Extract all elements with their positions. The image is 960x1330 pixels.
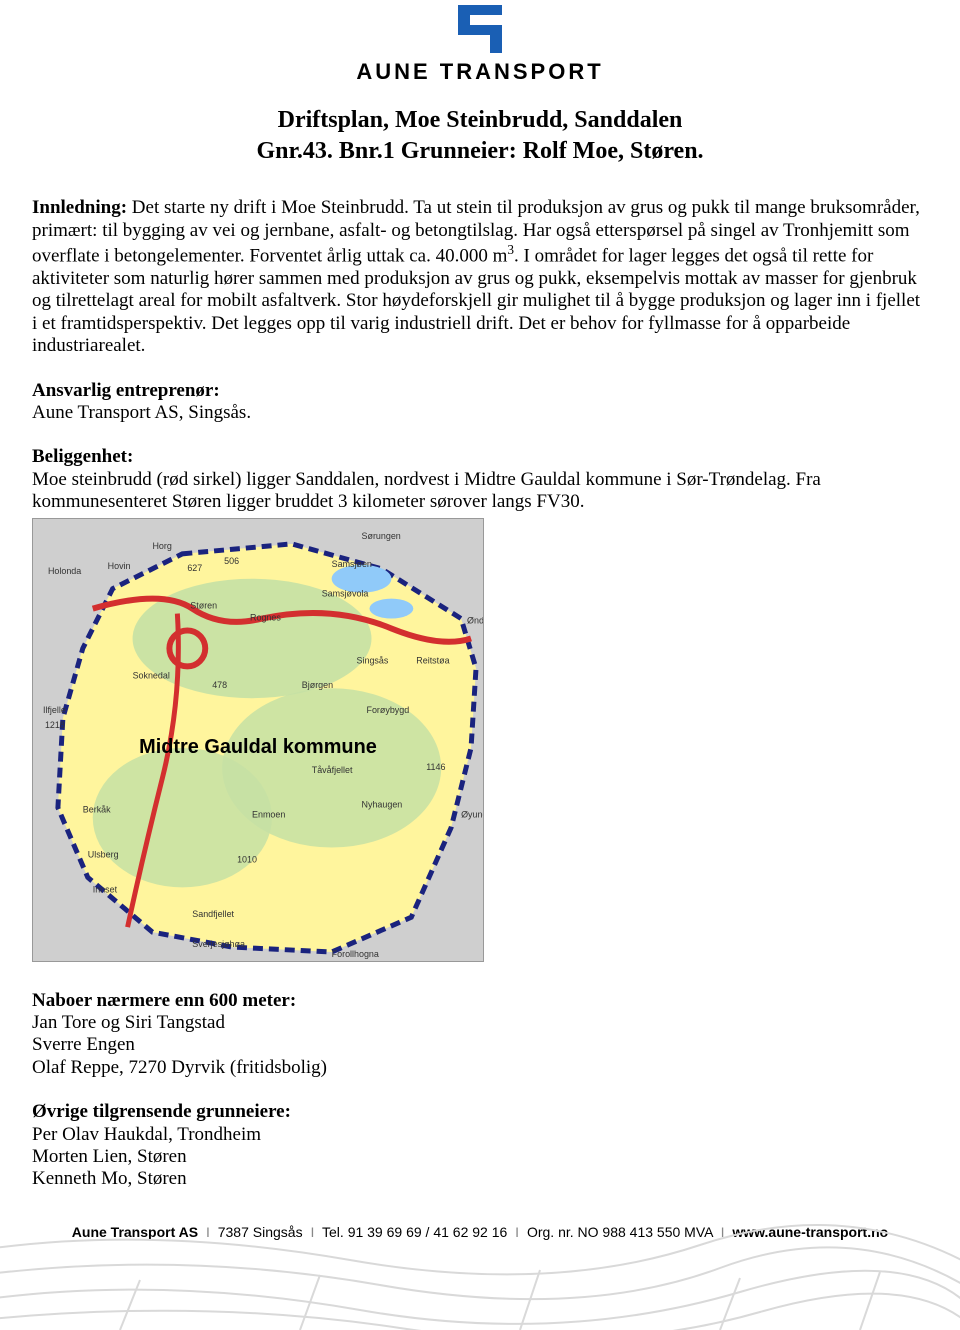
svg-text:Holonda: Holonda	[48, 565, 81, 575]
footer-phone: 91 39 69 69 / 41 62 92 16	[348, 1224, 508, 1240]
footer-address: 7387 Singsås	[218, 1224, 303, 1240]
svg-text:Horg: Horg	[152, 540, 171, 550]
title-line-1: Driftsplan, Moe Steinbrudd, Sanddalen	[32, 105, 928, 136]
svg-text:Ilfjelle: Ilfjelle	[43, 705, 66, 715]
contractor-label: Ansvarlig entreprenør:	[32, 380, 928, 402]
svg-text:1010: 1010	[237, 854, 257, 864]
svg-text:Sørungen: Sørungen	[362, 530, 401, 540]
svg-text:Øndre: Øndre	[467, 615, 484, 625]
svg-text:Sverjesjøhøa: Sverjesjøhøa	[192, 939, 245, 949]
intro-label: Innledning:	[32, 197, 127, 218]
document-body: Innledning: Det starte ny drift i Moe St…	[32, 197, 928, 1190]
svg-text:Støren: Støren	[190, 600, 217, 610]
footer-sep: I	[515, 1224, 519, 1240]
location-label: Beliggenhet:	[32, 446, 928, 468]
section-intro: Innledning: Det starte ny drift i Moe St…	[32, 197, 928, 357]
svg-text:Samsjøen: Samsjøen	[332, 558, 372, 568]
svg-text:1218: 1218	[45, 720, 65, 730]
title-line-2: Gnr.43. Bnr.1 Grunneier: Rolf Moe, Støre…	[32, 136, 928, 167]
section-contractor: Ansvarlig entreprenør: Aune Transport AS…	[32, 380, 928, 425]
section-location: Beliggenhet: Moe steinbrudd (rød sirkel)…	[32, 446, 928, 513]
section-neighbors: Naboer nærmere enn 600 meter: Jan Tore o…	[32, 990, 928, 1080]
svg-text:Ulsberg: Ulsberg	[88, 849, 119, 859]
footer-sep: I	[721, 1224, 725, 1240]
page-footer: Aune Transport AS I 7387 Singsås I Tel. …	[0, 1224, 960, 1240]
contractor-value: Aune Transport AS, Singsås.	[32, 402, 928, 424]
footer-sep: I	[310, 1224, 314, 1240]
list-item: Sverre Engen	[32, 1034, 928, 1056]
footer-org: NO 988 413 550 MVA	[578, 1224, 713, 1240]
svg-text:Sandfjellet: Sandfjellet	[192, 909, 234, 919]
svg-text:Forøybygd: Forøybygd	[367, 705, 410, 715]
svg-text:Nyhaugen: Nyhaugen	[362, 799, 403, 809]
document-title: Driftsplan, Moe Steinbrudd, Sanddalen Gn…	[32, 105, 928, 167]
neighbors-label: Naboer nærmere enn 600 meter:	[32, 990, 928, 1012]
map-main-label: Midtre Gauldal kommune	[139, 736, 377, 758]
location-map: Midtre Gauldal kommune Sørungen Horg Hol…	[32, 518, 484, 962]
logo-mark	[452, 5, 508, 53]
other-owners-label: Øvrige tilgrensende grunneiere:	[32, 1101, 928, 1123]
footer-phone-label: Tel.	[322, 1224, 344, 1240]
list-item: Morten Lien, Støren	[32, 1146, 928, 1168]
list-item: Kenneth Mo, Støren	[32, 1168, 928, 1190]
footer-org-label: Org. nr.	[527, 1224, 574, 1240]
header-logo: AUNE TRANSPORT	[32, 5, 928, 85]
svg-text:Tåvåfjellet: Tåvåfjellet	[312, 764, 353, 774]
footer-sep: I	[206, 1224, 210, 1240]
svg-text:627: 627	[187, 562, 202, 572]
svg-text:Øyungen: Øyungen	[461, 809, 484, 819]
svg-text:478: 478	[212, 680, 227, 690]
svg-text:Forollhogna: Forollhogna	[332, 949, 379, 959]
svg-text:1146: 1146	[426, 761, 445, 771]
page: AUNE TRANSPORT Driftsplan, Moe Steinbrud…	[0, 0, 960, 1330]
svg-text:Innset: Innset	[93, 884, 118, 894]
svg-text:506: 506	[224, 555, 239, 565]
footer-url: www.aune-transport.no	[732, 1224, 888, 1240]
svg-text:Rognes: Rognes	[250, 612, 281, 622]
svg-text:Bjørgen: Bjørgen	[302, 680, 333, 690]
list-item: Per Olav Haukdal, Trondheim	[32, 1124, 928, 1146]
list-item: Jan Tore og Siri Tangstad	[32, 1012, 928, 1034]
svg-text:Berkåk: Berkåk	[83, 804, 111, 814]
list-item: Olaf Reppe, 7270 Dyrvik (fritidsbolig)	[32, 1057, 928, 1079]
svg-text:Singsås: Singsås	[357, 655, 389, 665]
svg-text:Soknedal: Soknedal	[133, 670, 170, 680]
svg-text:Hovin: Hovin	[108, 560, 131, 570]
svg-text:Reitstøa: Reitstøa	[416, 655, 449, 665]
svg-text:Enmoen: Enmoen	[252, 809, 285, 819]
svg-text:Samsjøvola: Samsjøvola	[322, 588, 369, 598]
section-other-owners: Øvrige tilgrensende grunneiere: Per Olav…	[32, 1101, 928, 1191]
logo-text: AUNE TRANSPORT	[356, 59, 603, 85]
logo: AUNE TRANSPORT	[356, 5, 603, 85]
footer-company: Aune Transport AS	[72, 1224, 198, 1240]
location-text: Moe steinbrudd (rød sirkel) ligger Sandd…	[32, 469, 928, 514]
